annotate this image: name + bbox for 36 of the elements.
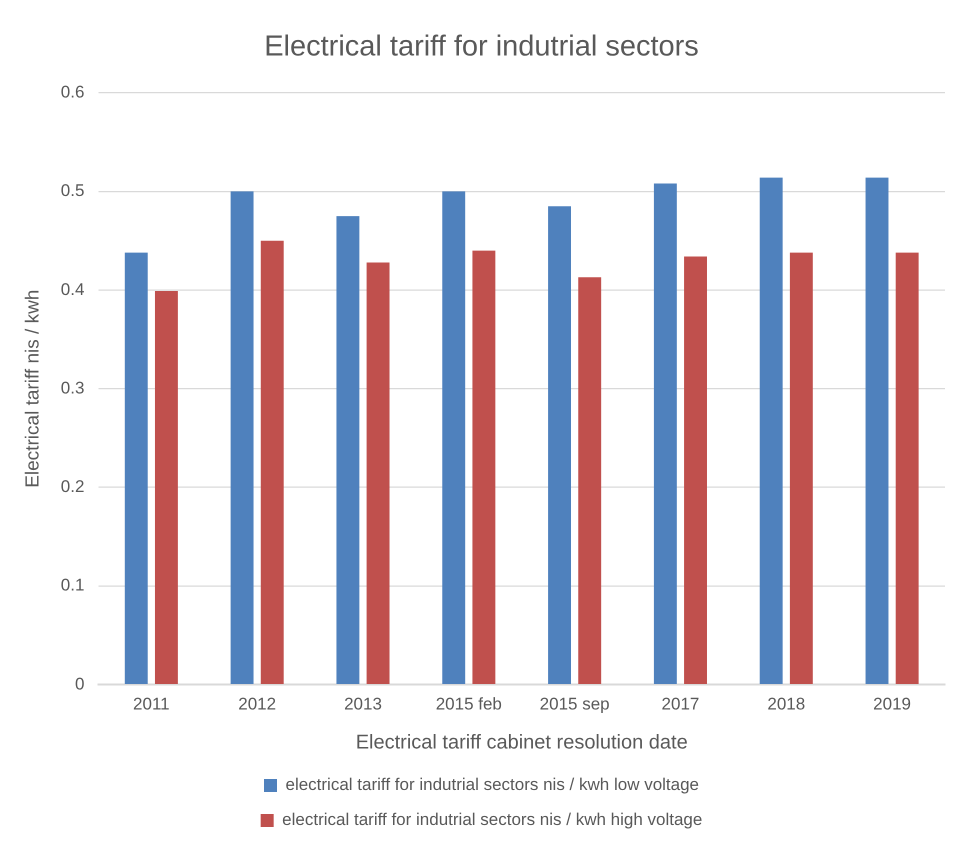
bar xyxy=(442,191,466,684)
x-tick-label: 2017 xyxy=(662,694,700,714)
bar xyxy=(260,240,284,684)
bar xyxy=(578,277,602,684)
x-tick-label: 2015 sep xyxy=(540,694,610,714)
chart-title: Electrical tariff for indutrial sectors xyxy=(264,30,699,62)
x-tick-label: 2018 xyxy=(767,694,806,714)
x-tick-label: 2019 xyxy=(873,694,912,714)
bar xyxy=(124,252,148,684)
bar xyxy=(654,184,677,684)
y-tick-label: 0.3 xyxy=(60,378,84,398)
y-tick-label: 0.1 xyxy=(60,576,84,595)
y-axis-title: Electrical tariff nis / kwh xyxy=(22,290,44,488)
legend-label: electrical tariff for indutrial sectors nis / kwh high voltage xyxy=(282,810,702,830)
x-tick-label: 2015 feb xyxy=(436,694,502,714)
bar xyxy=(760,178,783,684)
bar xyxy=(154,291,178,684)
bar xyxy=(366,262,390,684)
bar xyxy=(472,250,496,684)
x-axis-title: Electrical tariff cabinet resolution date xyxy=(356,732,688,754)
bar xyxy=(790,252,813,684)
bar xyxy=(896,252,919,684)
bar xyxy=(684,256,707,684)
legend-label: electrical tariff for indutrial sectors nis / kwh low voltage xyxy=(285,775,700,794)
y-tick-label: 0.6 xyxy=(60,82,84,102)
y-tick-label: 0.4 xyxy=(60,280,84,299)
y-tick-label: 0 xyxy=(74,674,84,694)
bar xyxy=(866,178,888,684)
x-tick-label: 2012 xyxy=(238,694,276,714)
bar xyxy=(548,206,572,684)
bar xyxy=(336,216,360,684)
y-tick-label: 0.5 xyxy=(60,181,84,200)
y-tick-label: 0.2 xyxy=(60,477,84,496)
x-tick-label: 2013 xyxy=(344,694,382,714)
bar xyxy=(230,191,254,684)
x-tick-label: 2011 xyxy=(133,694,170,714)
